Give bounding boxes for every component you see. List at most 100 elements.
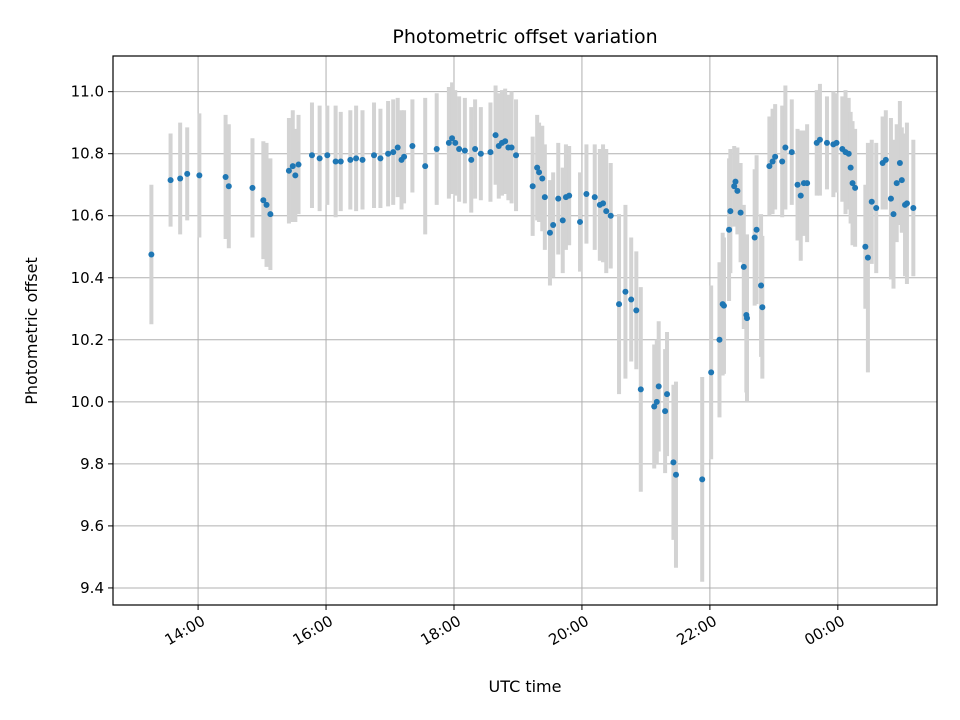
data-point — [662, 408, 669, 415]
y-tick-label: 10.6 — [71, 207, 104, 225]
data-point — [823, 139, 830, 146]
x-tick-label: 18:00 — [418, 612, 464, 649]
data-point — [394, 144, 401, 151]
data-point — [332, 158, 339, 165]
data-point — [727, 208, 734, 215]
data-point — [295, 161, 302, 168]
chart-title: Photometric offset variation — [392, 26, 657, 48]
data-point — [267, 211, 274, 218]
data-point — [845, 150, 852, 157]
data-point — [890, 211, 897, 218]
data-point — [737, 209, 744, 216]
data-point — [655, 383, 662, 390]
data-point — [487, 149, 494, 156]
data-point — [628, 296, 635, 303]
data-point — [887, 195, 894, 202]
data-point — [555, 195, 562, 202]
plot-area-frame — [112, 55, 938, 606]
data-point — [401, 153, 408, 160]
data-point — [445, 139, 452, 146]
data-point — [740, 263, 747, 270]
data-point — [468, 156, 475, 163]
data-point — [285, 167, 292, 174]
data-point — [353, 155, 360, 162]
data-point — [607, 212, 614, 219]
data-point — [797, 192, 804, 199]
data-point — [461, 147, 468, 154]
y-tick-label: 9.6 — [80, 517, 104, 535]
data-point — [772, 153, 779, 160]
data-point — [731, 183, 738, 190]
x-tick-label: 20:00 — [545, 612, 591, 649]
y-axis-ticks: 9.4 9.6 9.8 10.0 10.2 10.4 10.6 10.8 11.0 — [71, 83, 113, 597]
data-point — [868, 198, 875, 205]
data-point — [316, 155, 323, 162]
data-point — [716, 336, 723, 343]
y-tick-label: 9.8 — [80, 455, 104, 473]
data-point — [167, 177, 174, 184]
data-point — [769, 158, 776, 165]
data-point — [385, 150, 392, 157]
data-point — [637, 386, 644, 393]
y-tick-label: 10.0 — [71, 393, 104, 411]
data-point — [743, 315, 750, 322]
data-point — [852, 184, 859, 191]
data-point — [708, 369, 715, 376]
data-point — [541, 194, 548, 201]
x-tick-label: 16:00 — [290, 612, 336, 649]
data-point — [260, 197, 267, 204]
data-point — [566, 192, 573, 199]
data-point — [766, 163, 773, 170]
data-point — [862, 243, 869, 250]
data-point — [651, 403, 658, 410]
data-point — [720, 302, 727, 309]
data-point — [864, 254, 871, 261]
data-point — [664, 391, 671, 398]
data-point — [751, 234, 758, 241]
data-point — [577, 218, 584, 225]
data-point — [177, 175, 184, 182]
data-point — [873, 204, 880, 211]
data-point — [324, 152, 331, 159]
data-point — [456, 146, 463, 153]
y-tick-label: 9.4 — [80, 579, 104, 597]
data-point — [492, 132, 499, 139]
data-point — [148, 251, 155, 258]
grid-lines — [113, 56, 937, 605]
data-point — [263, 201, 270, 208]
data-point — [289, 163, 296, 170]
x-tick-label: 22:00 — [673, 612, 719, 649]
data-point — [377, 155, 384, 162]
data-point — [734, 187, 741, 194]
data-point — [847, 164, 854, 171]
data-point — [910, 204, 917, 211]
data-point — [633, 307, 640, 314]
data-point — [422, 163, 429, 170]
data-point — [513, 152, 520, 159]
y-tick-label: 10.8 — [71, 145, 104, 163]
y-tick-label: 10.2 — [71, 331, 104, 349]
data-point — [833, 139, 840, 146]
data-point — [222, 173, 229, 180]
data-point — [600, 200, 607, 207]
data-point — [249, 184, 256, 191]
x-tick-label: 00:00 — [801, 612, 847, 649]
data-point — [804, 180, 811, 187]
data-point — [529, 183, 536, 190]
data-point — [452, 139, 459, 146]
data-point — [591, 194, 598, 201]
data-point — [782, 144, 789, 151]
data-point — [546, 229, 553, 236]
data-point — [788, 149, 795, 156]
data-point — [559, 217, 566, 224]
data-point — [672, 471, 679, 478]
data-point — [794, 181, 801, 188]
data-point — [550, 222, 557, 229]
y-tick-label: 11.0 — [71, 83, 104, 101]
data-point — [449, 135, 456, 142]
data-point — [896, 160, 903, 167]
data-points — [148, 132, 917, 483]
data-point — [292, 172, 299, 179]
x-axis-ticks: 14:00 16:00 18:00 20:00 22:00 00:00 — [162, 605, 848, 649]
